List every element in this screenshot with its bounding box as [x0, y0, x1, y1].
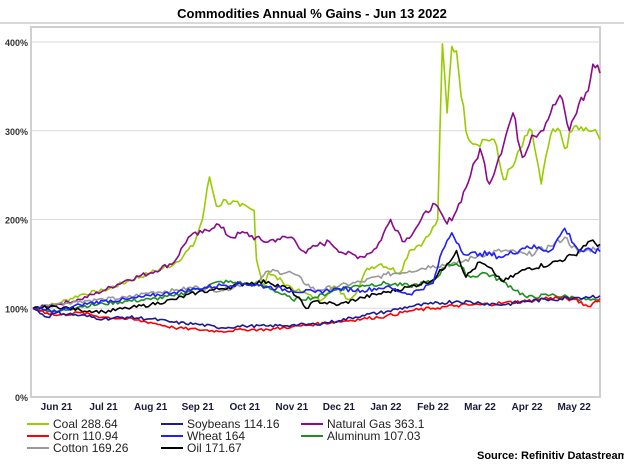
series-line-aluminum — [32, 263, 601, 313]
x-tick-label: Apr 22 — [512, 402, 544, 413]
legend-item-soybeans: Soybeans 114.16 — [161, 418, 280, 431]
y-tick-label: 100% — [5, 304, 28, 314]
series-lines — [32, 42, 601, 333]
x-tick-label: Aug 21 — [134, 402, 168, 413]
y-tick-label: 300% — [5, 127, 28, 137]
legend-label: Cotton 169.26 — [53, 441, 129, 455]
series-line-corn — [32, 295, 601, 333]
legend-swatch — [27, 422, 49, 425]
y-tick-label: 0% — [15, 393, 28, 403]
x-tick-label: Nov 21 — [275, 402, 308, 413]
series-line-coal — [32, 42, 601, 310]
legend-swatch — [161, 446, 183, 449]
legend-label: Soybeans 114.16 — [187, 417, 280, 431]
gridlines — [31, 41, 600, 309]
y-tick-label: 200% — [5, 216, 28, 226]
legend-label: Natural Gas 363.1 — [327, 417, 425, 431]
y-tick-label: 400% — [5, 38, 28, 48]
legend-item-aluminum: Aluminum 107.03 — [301, 430, 420, 443]
axes — [30, 26, 601, 398]
chart-title: Commodities Annual % Gains - Jun 13 2022 — [177, 6, 447, 21]
legend-swatch — [301, 434, 323, 437]
x-tick-label: Dec 21 — [323, 402, 356, 413]
tick-labels: 0% 100% 200% 300% 400% Jun 21 Jul 21 Aug 21 Sep … — [5, 38, 591, 413]
legend-item-wheat: Wheat 164 — [161, 430, 245, 443]
source-note: Source: Refinitiv Datastream — [477, 450, 624, 462]
legend-item-natural-gas: Natural Gas 363.1 — [301, 418, 424, 431]
legend-label: Aluminum 107.03 — [327, 429, 421, 443]
series-line-cotton — [32, 236, 601, 311]
series-line-soybeans — [32, 294, 601, 330]
title-divider — [0, 22, 624, 24]
x-tick-label: Mar 22 — [464, 402, 496, 413]
legend-swatch — [161, 434, 183, 437]
legend-item-coal: Coal 288.64 — [27, 418, 118, 431]
legend-label: Coal 288.64 — [53, 417, 118, 431]
legend-item-cotton: Cotton 169.26 — [27, 442, 128, 455]
legend-swatch — [301, 422, 323, 425]
legend-label: Corn 110.94 — [53, 429, 119, 443]
plot-frame — [30, 26, 601, 398]
x-tick-label: Oct 21 — [229, 402, 260, 413]
x-tick-label: Jun 21 — [41, 402, 73, 413]
legend-item-corn: Corn 110.94 — [27, 430, 118, 443]
legend-swatch — [27, 446, 49, 449]
series-line-natural-gas — [32, 63, 601, 311]
legend-swatch — [161, 422, 183, 425]
x-tick-label: Sep 21 — [182, 402, 215, 413]
x-tick-label: May 22 — [557, 402, 591, 413]
legend-label: Oil 171.67 — [187, 441, 242, 455]
legend-item-oil: Oil 171.67 — [161, 442, 242, 455]
x-tick-label: Jul 21 — [89, 402, 118, 413]
series-line-wheat — [32, 227, 601, 314]
x-tick-label: Feb 22 — [417, 402, 449, 413]
x-tick-label: Jan 22 — [370, 402, 402, 413]
legend-swatch — [27, 434, 49, 437]
series-line-oil — [32, 239, 601, 314]
legend-label: Wheat 164 — [187, 429, 246, 443]
